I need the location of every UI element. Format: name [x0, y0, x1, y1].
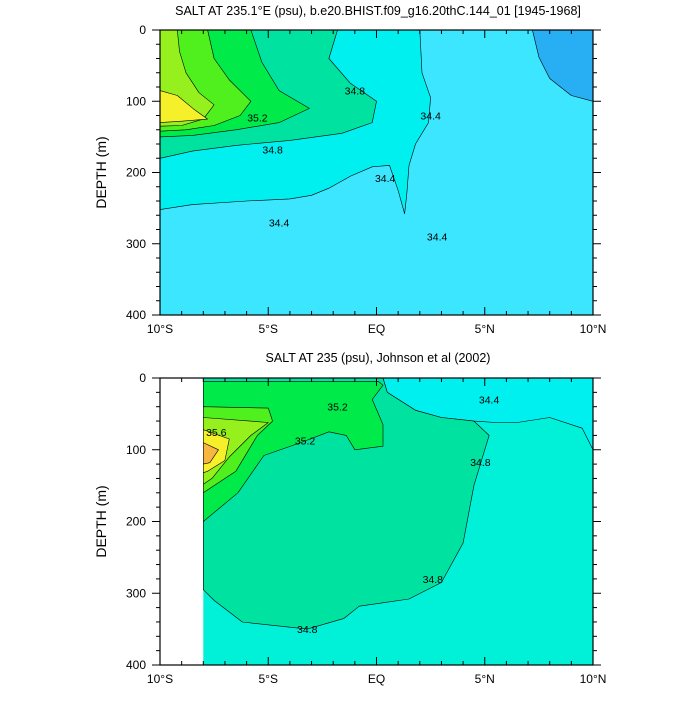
contour-label: 35.6 [206, 427, 227, 439]
bottom-panel-title: SALT AT 235 (psu), Johnson et al (2002) [266, 351, 491, 365]
bottom-panel-y-axis-label: DEPTH (m) [93, 485, 109, 557]
top-panel-contour-labels: 34.8 35.2 34.8 34.4 34.4 34.4 34.4 [247, 86, 447, 244]
y-tick-label: 0 [139, 23, 146, 37]
y-tick-label: 400 [126, 658, 146, 672]
contour-label: 34.8 [297, 624, 318, 636]
contour-label: 34.8 [470, 457, 491, 469]
y-tick-label: 0 [139, 371, 146, 385]
contour-label: 34.8 [345, 86, 366, 98]
y-tick-label: 100 [126, 94, 146, 108]
x-tick-label: 10°S [147, 322, 173, 336]
contour-label: 34.4 [269, 217, 290, 229]
contour-fill-36-2 [203, 442, 219, 465]
x-tick-label: 5°S [259, 322, 278, 336]
contour-label: 34.8 [423, 574, 444, 586]
contour-label: 34.8 [262, 145, 283, 157]
bottom-panel: SALT AT 235 (psu), Johnson et al (2002) … [93, 351, 606, 686]
y-tick-label: 300 [126, 586, 146, 600]
x-tick-label: EQ [368, 322, 385, 336]
top-panel-contour-fills [159, 29, 594, 315]
x-tick-label: 5°N [475, 322, 495, 336]
bottom-panel-contour-fills [203, 377, 594, 665]
top-panel-title: SALT AT 235.1°E (psu), b.e20.BHIST.f09_g… [175, 4, 581, 18]
x-tick-label: 5°S [259, 672, 278, 686]
top-panel: SALT AT 235.1°E (psu), b.e20.BHIST.f09_g… [93, 4, 606, 336]
x-tick-label: 10°S [147, 672, 173, 686]
x-tick-label: 10°N [580, 322, 607, 336]
contour-label: 34.4 [420, 111, 441, 123]
contour-label: 35.2 [295, 435, 316, 447]
contour-label: 34.4 [375, 173, 396, 185]
x-tick-label: 5°N [475, 672, 495, 686]
top-panel-y-axis-label: DEPTH (m) [93, 136, 109, 208]
contour-label: 34.4 [479, 395, 500, 407]
bottom-panel-axes: 10°S 5°S EQ 5°N 10°N 0 100 200 300 400 [126, 371, 606, 686]
y-tick-label: 200 [126, 515, 146, 529]
contour-label: 35.2 [327, 402, 348, 414]
x-tick-label: EQ [368, 672, 385, 686]
y-tick-label: 400 [126, 308, 146, 322]
top-panel-axes: 10°S 5°S EQ 5°N 10°N 0 100 200 300 400 [126, 23, 606, 336]
y-tick-label: 100 [126, 443, 146, 457]
contour-label: 35.2 [247, 113, 268, 125]
y-tick-label: 200 [126, 166, 146, 180]
x-tick-label: 10°N [580, 672, 607, 686]
contour-fill-35-8 [203, 417, 269, 485]
y-tick-label: 300 [126, 237, 146, 251]
bottom-panel-contour-labels: 35.2 35.6 35.2 34.4 34.8 34.8 34.8 [206, 395, 499, 637]
contour-label: 34.4 [427, 232, 448, 244]
